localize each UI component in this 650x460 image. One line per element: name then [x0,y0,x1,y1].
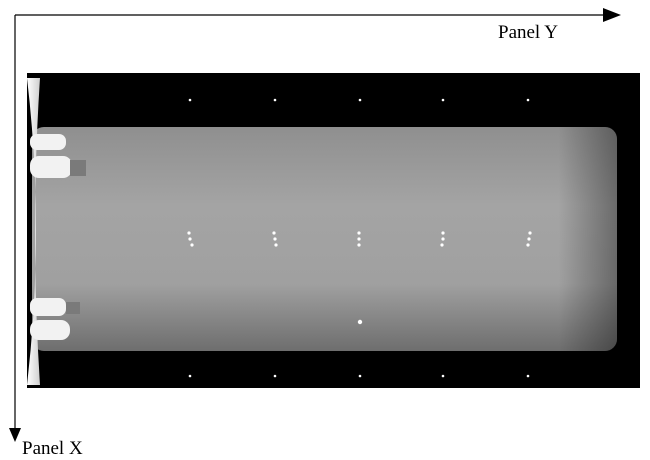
bead [527,237,530,240]
arrowhead [9,428,21,442]
bolt-nut [66,302,80,314]
axis-label: Panel Y [498,22,558,43]
bead [441,231,444,234]
bolt-nut [70,160,86,176]
marker [527,375,530,378]
bead [272,231,275,234]
xray-image [27,73,640,388]
bolt [30,298,66,316]
bead [441,237,444,240]
bead [358,320,362,324]
bead [357,237,360,240]
bead [273,237,276,240]
bead [187,231,190,234]
bead [188,237,191,240]
marker [189,375,192,378]
marker [274,99,277,102]
bead [528,231,531,234]
bead [357,243,360,246]
bolt [30,320,70,340]
marker [189,99,192,102]
bead [526,243,529,246]
axis-label: Panel X [22,438,83,459]
figure: Panel Y Panel X [0,0,650,460]
marker [442,99,445,102]
bead [357,231,360,234]
marker [274,375,277,378]
marker [359,375,362,378]
arrowhead [603,8,621,22]
bolt [30,156,72,178]
bead [274,243,277,246]
bead [440,243,443,246]
bolt [30,134,66,150]
marker [359,99,362,102]
marker [442,375,445,378]
marker [527,99,530,102]
bead [190,243,193,246]
